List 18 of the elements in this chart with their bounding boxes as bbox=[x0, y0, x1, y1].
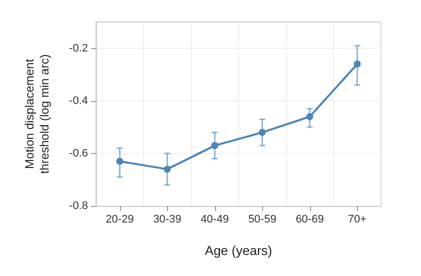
x-tick-label: 70+ bbox=[348, 214, 367, 226]
x-axis-title: Age (years) bbox=[204, 243, 272, 258]
y-axis-title: Motion displacement threshold (log min arc) bbox=[22, 54, 52, 174]
point bbox=[164, 166, 171, 173]
x-tick-label: 40-49 bbox=[200, 214, 229, 226]
point bbox=[116, 158, 124, 165]
point bbox=[354, 60, 361, 68]
point bbox=[258, 128, 266, 136]
y-tick-label: -0.6 bbox=[69, 147, 88, 160]
y-tick-label: -0.4 bbox=[69, 94, 88, 107]
y-tick-label: -0.8 bbox=[69, 200, 88, 212]
x-tick-label: 20-29 bbox=[106, 214, 134, 226]
y-tick-label: -0.2 bbox=[69, 42, 88, 54]
point bbox=[211, 142, 218, 150]
x-tick-label: 30-39 bbox=[153, 214, 182, 226]
point bbox=[306, 113, 314, 120]
x-tick-label: 60-69 bbox=[296, 214, 324, 226]
x-tick-label: 50-59 bbox=[248, 214, 276, 226]
